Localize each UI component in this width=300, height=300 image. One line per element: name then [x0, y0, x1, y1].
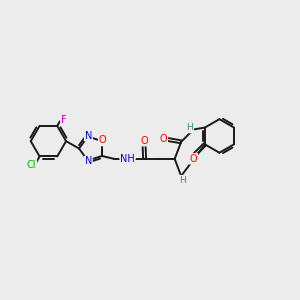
Text: O: O — [140, 136, 148, 146]
Text: Cl: Cl — [27, 160, 36, 170]
Text: N: N — [85, 130, 92, 141]
Text: NH: NH — [120, 154, 135, 164]
Text: F: F — [61, 115, 67, 124]
Text: O: O — [160, 134, 167, 144]
Text: O: O — [99, 136, 106, 146]
Text: H: H — [179, 176, 186, 184]
Text: N: N — [85, 157, 92, 166]
Text: O: O — [190, 154, 197, 164]
Text: H: H — [187, 124, 194, 133]
